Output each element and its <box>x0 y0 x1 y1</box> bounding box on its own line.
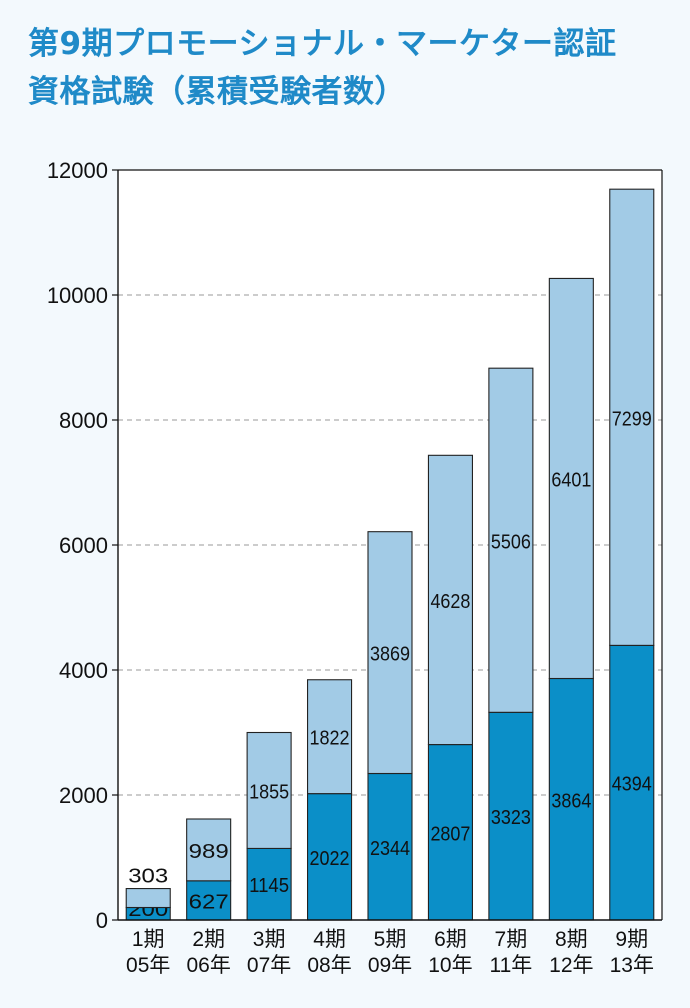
x-tick-label-year: 06年 <box>186 954 230 977</box>
bar-segment-top <box>246 731 292 849</box>
bar-segment-top <box>548 277 594 680</box>
data-label-bottom: 2344 <box>370 838 410 860</box>
bar-segment-top <box>488 367 534 713</box>
bar-segment-bottom <box>488 711 534 921</box>
data-label-bottom: 1145 <box>249 875 289 897</box>
x-tick-label-year: 07年 <box>247 954 291 977</box>
bar-segment-bottom <box>367 772 413 921</box>
chart-title: 第9期プロモーショナル・マーケター認証 資格試験（累積受験者数） <box>28 20 668 116</box>
chart-title-line-2: 資格試験（累積受験者数） <box>28 74 406 110</box>
data-label-bottom: 3323 <box>491 807 531 829</box>
y-tick-label: 8000 <box>59 408 108 433</box>
x-tick-label-period: 3期 <box>253 928 286 951</box>
data-label-bottom: 2807 <box>430 823 470 845</box>
x-tick-label-year: 12年 <box>549 954 593 977</box>
x-tick-label-period: 4期 <box>313 928 346 951</box>
x-tick-label-period: 8期 <box>555 928 588 951</box>
x-tick-label-year: 05年 <box>126 954 170 977</box>
data-label-top: 3869 <box>370 644 410 666</box>
x-tick-label-period: 2期 <box>192 928 225 951</box>
x-tick-label-year: 13年 <box>610 954 654 977</box>
x-tick-label-year: 10年 <box>428 954 472 977</box>
data-label-bottom: 2022 <box>310 848 350 870</box>
bar-segment-bottom <box>246 847 292 921</box>
data-label-top: 6401 <box>551 469 591 491</box>
data-label-top: 7299 <box>612 408 652 430</box>
chart-title-line-1: 第9期プロモーショナル・マーケター認証 <box>28 26 617 62</box>
bar-segment-top <box>307 679 353 795</box>
bar-segment-bottom <box>186 880 232 921</box>
data-label-top: 989 <box>189 841 229 863</box>
y-tick-label: 12000 <box>47 158 108 183</box>
x-tick-label-year: 09年 <box>368 954 412 977</box>
data-label-top: 1822 <box>310 728 350 750</box>
data-label-top: 5506 <box>491 531 531 553</box>
y-tick-label: 6000 <box>59 533 108 558</box>
bar-segment-bottom <box>609 644 655 921</box>
bar-segment-bottom <box>548 677 594 921</box>
bar-segment-top <box>427 454 473 746</box>
x-tick-label-period: 6期 <box>434 928 467 951</box>
bar-segment-top <box>609 188 655 646</box>
data-label-bottom: 3864 <box>551 790 591 812</box>
data-label-top: 4628 <box>430 591 470 613</box>
y-tick-label: 10000 <box>47 283 108 308</box>
y-tick-label: 0 <box>96 908 108 933</box>
bar-segment-top <box>125 888 171 909</box>
x-tick-label-period: 9期 <box>615 928 648 951</box>
x-tick-label-year: 08年 <box>307 954 351 977</box>
data-label-bottom: 4394 <box>612 774 652 796</box>
x-tick-label-period: 7期 <box>495 928 528 951</box>
x-tick-label-period: 1期 <box>132 928 165 951</box>
data-label-top: 1855 <box>249 781 289 803</box>
x-tick-label-period: 5期 <box>374 928 407 951</box>
data-label-top: 303 <box>128 866 168 888</box>
y-tick-label: 4000 <box>59 658 108 683</box>
y-tick-label: 2000 <box>59 783 108 808</box>
data-label-bottom: 627 <box>189 891 229 913</box>
x-tick-label-year: 11年 <box>489 954 532 977</box>
bar-segment-top <box>367 531 413 775</box>
bar-segment-top <box>186 818 232 882</box>
